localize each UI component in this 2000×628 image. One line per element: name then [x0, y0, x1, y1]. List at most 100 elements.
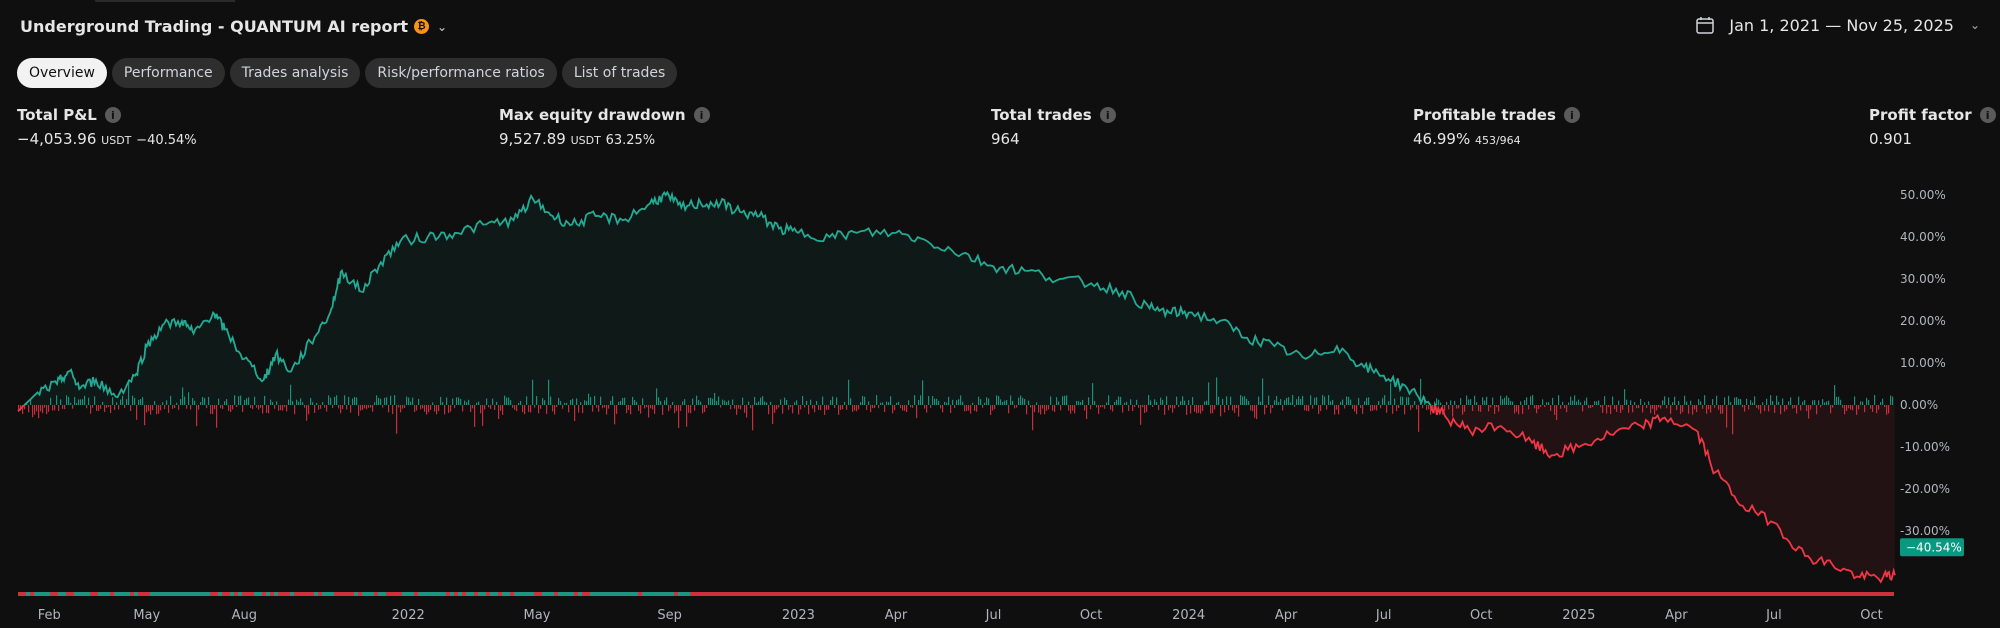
trade-bar	[492, 398, 494, 405]
trade-strip-segment	[1182, 592, 1186, 596]
trade-bar	[1050, 396, 1052, 405]
trade-bar	[1698, 399, 1700, 405]
trade-bar	[1202, 405, 1204, 412]
trade-bar	[1238, 405, 1240, 417]
trade-bar	[512, 405, 514, 408]
info-icon[interactable]: i	[104, 107, 121, 123]
info-icon[interactable]: i	[1563, 107, 1580, 123]
trade-strip-segment	[1686, 592, 1690, 596]
info-icon[interactable]: i	[693, 107, 710, 123]
info-icon[interactable]: i	[1099, 107, 1116, 123]
trade-strip-segment	[950, 592, 954, 596]
trade-bar	[1550, 405, 1552, 411]
trade-bar	[1784, 405, 1786, 412]
trade-strip-segment	[1066, 592, 1070, 596]
trade-bar	[466, 402, 468, 405]
trade-strip-segment	[266, 592, 270, 596]
trade-bar	[1130, 399, 1132, 405]
trade-strip-segment	[1306, 592, 1310, 596]
trade-bar	[1728, 395, 1730, 405]
trade-strip-segment	[166, 592, 170, 596]
trade-strip-segment	[886, 592, 890, 596]
info-icon[interactable]: i	[1979, 107, 1996, 123]
tab-list-of-trades[interactable]: List of trades	[561, 58, 678, 88]
trade-bar	[24, 405, 26, 410]
trade-strip-segment	[246, 592, 250, 596]
trade-bar	[1344, 405, 1346, 409]
trade-strip-segment	[1670, 592, 1674, 596]
trade-bar	[78, 399, 80, 405]
trade-bar	[170, 395, 172, 405]
trade-strip-segment	[1426, 592, 1430, 596]
trade-strip-segment	[1662, 592, 1666, 596]
trade-bar	[648, 405, 650, 418]
trade-strip-segment	[1402, 592, 1406, 596]
tab-performance[interactable]: Performance	[111, 58, 225, 88]
trade-bar	[1188, 400, 1190, 405]
equity-chart[interactable]: 50.00% 40.00% 30.00% 20.00% 10.00% 0.00% -10.0…	[0, 175, 2000, 628]
trade-bar	[940, 405, 942, 409]
trade-strip-segment	[334, 592, 338, 596]
trade-bar	[1012, 400, 1014, 405]
trade-bar	[494, 405, 496, 410]
trade-bar	[1892, 396, 1894, 405]
equity-area	[17, 190, 1896, 584]
x-tick-label: May	[524, 608, 551, 623]
trade-bar	[218, 398, 220, 405]
tab-trades-analysis[interactable]: Trades analysis	[229, 58, 361, 88]
trade-strip-segment	[1578, 592, 1582, 596]
trade-bar	[1524, 400, 1526, 405]
trade-bar	[1708, 405, 1710, 410]
trade-strip-segment	[390, 592, 394, 596]
trade-bar	[178, 405, 180, 410]
trade-bar	[1272, 405, 1274, 408]
trade-bar	[1878, 405, 1880, 410]
trade-strip-segment	[1358, 592, 1362, 596]
trade-bar	[104, 405, 106, 412]
pnl-unit: USDT	[101, 134, 132, 147]
date-range-picker[interactable]: Jan 1, 2021 — Nov 25, 2025 ⌄	[1695, 15, 1980, 35]
trade-bar	[558, 397, 560, 405]
trade-strip-segment	[1282, 592, 1286, 596]
trade-bar	[238, 396, 240, 405]
trade-bar	[1126, 401, 1128, 405]
trade-strip-segment	[762, 592, 766, 596]
trade-bar	[1680, 405, 1682, 414]
trade-bar	[240, 395, 242, 405]
trade-strip-segment	[1086, 592, 1090, 596]
trade-bar	[540, 405, 542, 409]
trade-bar	[842, 405, 844, 410]
trade-bar	[1512, 401, 1514, 405]
trade-bar	[1016, 405, 1018, 408]
trade-strip-segment	[1594, 592, 1598, 596]
trade-bar	[722, 399, 724, 405]
tab-risk-performance-ratios[interactable]: Risk/performance ratios	[365, 58, 557, 88]
trade-strip-segment	[338, 592, 342, 596]
trade-bar	[914, 395, 916, 405]
trade-bar	[1670, 405, 1672, 414]
trade-bar	[736, 405, 738, 415]
tab-overview[interactable]: Overview	[17, 58, 107, 88]
trade-strip-segment	[1362, 592, 1366, 596]
trade-strip-segment	[638, 592, 642, 596]
trade-strip-segment	[1242, 592, 1246, 596]
trade-bar	[1276, 396, 1278, 405]
x-axis: Feb May Aug 2022 May Sep 2023 Apr Jul Oct 2024 Apr J…	[38, 608, 1883, 623]
trade-bar	[554, 405, 556, 415]
trade-bar	[1862, 401, 1864, 405]
trade-strip-segment	[650, 592, 654, 596]
report-title-dropdown[interactable]: Underground Trading - QUANTUM AI report …	[20, 17, 447, 36]
trade-bar	[232, 405, 234, 410]
trade-strip-segment	[1830, 592, 1834, 596]
trade-bar	[774, 405, 776, 413]
trade-bar	[742, 397, 744, 405]
trade-bar	[1578, 399, 1580, 405]
trade-strip-segment	[50, 592, 54, 596]
trade-strip-segment	[1438, 592, 1442, 596]
trade-strip-segment	[838, 592, 842, 596]
trade-bar	[864, 396, 866, 405]
trade-bar	[624, 397, 626, 405]
trade-strip-segment	[1602, 592, 1606, 596]
trade-bar	[1260, 401, 1262, 405]
trade-strip-segment	[154, 592, 158, 596]
